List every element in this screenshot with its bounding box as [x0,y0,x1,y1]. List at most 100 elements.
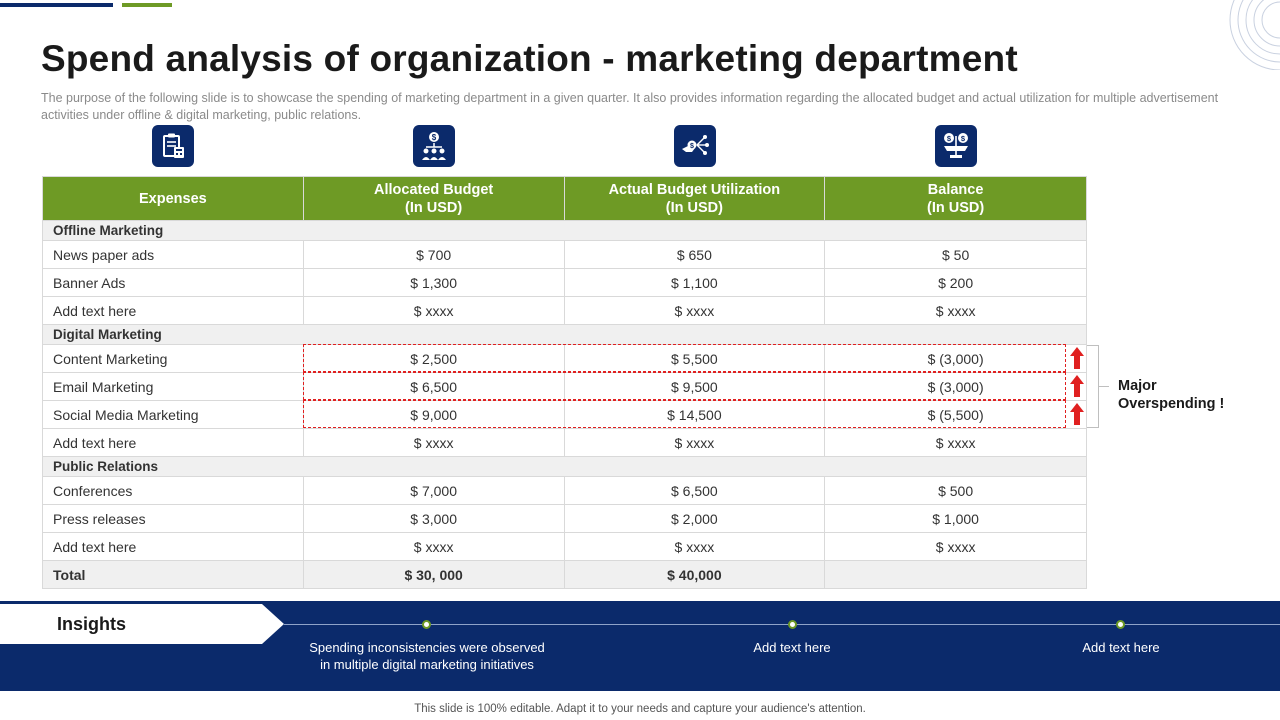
balance-scale-icon: $ $ [935,125,977,167]
balance-cell: $ (5,500) [824,400,1087,429]
hand-money-network-icon: $ [674,125,716,167]
allocated-cell: $ 1,300 [302,268,565,297]
allocated-cell: $ 3,000 [302,504,565,533]
insight-line: Add text here [753,640,831,655]
callout-line: Overspending ! [1118,396,1225,412]
total-label: Total [42,560,304,589]
overspending-callout: Major Overspending ! [1118,377,1224,413]
balance-cell: $ 500 [824,476,1087,505]
insight-item: Spending inconsistencies were observed i… [287,639,567,673]
spend-table: Expenses Allocated Budget (In USD) Actual… [42,176,1087,589]
overspend-highlight-box [303,344,1066,372]
table-row: Add text here $ xxxx $ xxxx $ xxxx [42,532,1087,561]
table-row: Banner Ads $ 1,300 $ 1,100 $ 200 [42,268,1087,297]
total-row: Total $ 30, 000 $ 40,000 [42,560,1087,589]
red-up-arrow-icon [1070,347,1084,369]
section-label: Digital Marketing [42,324,1087,345]
expense-cell: Conferences [42,476,304,505]
expense-cell: Email Marketing [42,372,304,401]
page-subtitle: The purpose of the following slide is to… [41,91,1219,122]
expense-cell: Banner Ads [42,268,304,297]
table-row: Email Marketing $ 6,500 $ 9,500 $ (3,000… [42,372,1087,401]
section-row-digital: Digital Marketing [42,324,1087,345]
actual-cell: $ 650 [563,240,826,269]
insights-timeline [284,624,1280,625]
balance-cell: $ xxxx [824,532,1087,561]
expense-cell: Social Media Marketing [42,400,304,429]
total-actual: $ 40,000 [563,560,826,589]
balance-cell: $ (3,000) [824,344,1087,373]
insight-item: Add text here [981,639,1261,656]
total-balance [824,560,1087,589]
expense-cell: News paper ads [42,240,304,269]
balance-cell: $ 200 [824,268,1087,297]
allocated-cell: $ xxxx [302,532,565,561]
overspend-bracket [1087,345,1099,428]
table-row: News paper ads $ 700 $ 650 $ 50 [42,240,1087,269]
actual-cell: $ 5,500 [563,344,826,373]
timeline-dot [422,620,431,629]
footer-note: This slide is 100% editable. Adapt it to… [414,703,866,715]
expense-cell: Add text here [42,532,304,561]
balance-cell: $ 50 [824,240,1087,269]
actual-cell: $ xxxx [563,296,826,325]
red-up-arrow-icon [1070,375,1084,397]
table-row: Social Media Marketing $ 9,000 $ 14,500 … [42,400,1087,429]
top-accent-bar-blue [0,3,113,7]
allocated-cell: $ xxxx [302,296,565,325]
actual-cell: $ 1,100 [563,268,826,297]
header-actual-utilization: Actual Budget Utilization (In USD) [563,176,826,221]
svg-text:$: $ [961,134,966,143]
insight-line: Spending inconsistencies were observed [309,640,545,655]
money-team-icon: $ [413,125,455,167]
overspend-highlight-box [303,372,1066,400]
insight-item: Add text here [652,639,932,656]
expense-cell: Add text here [42,428,304,457]
insight-line: Add text here [1082,640,1160,655]
header-allocated-budget: Allocated Budget (In USD) [302,176,565,221]
timeline-dot [1116,620,1125,629]
section-row-offline: Offline Marketing [42,220,1087,241]
clipboard-report-icon [152,125,194,167]
actual-cell: $ xxxx [563,532,826,561]
total-allocated: $ 30, 000 [302,560,565,589]
balance-cell: $ 1,000 [824,504,1087,533]
balance-cell: $ xxxx [824,428,1087,457]
svg-text:$: $ [432,133,437,142]
top-accent-bar-green [122,3,172,7]
expense-cell: Add text here [42,296,304,325]
svg-text:$: $ [690,143,694,150]
header-balance: Balance (In USD) [824,176,1087,221]
actual-cell: $ 6,500 [563,476,826,505]
balance-cell: $ xxxx [824,296,1087,325]
section-row-public-relations: Public Relations [42,456,1087,477]
allocated-cell: $ 6,500 [302,372,565,401]
actual-cell: $ 14,500 [563,400,826,429]
table-row: Press releases $ 3,000 $ 2,000 $ 1,000 [42,504,1087,533]
allocated-cell: $ xxxx [302,428,565,457]
table-row: Content Marketing $ 2,500 $ 5,500 $ (3,0… [42,344,1087,373]
timeline-dot [788,620,797,629]
insights-tab [0,604,284,644]
table-header-row: Expenses Allocated Budget (In USD) Actual… [42,176,1087,221]
section-label: Public Relations [42,456,1087,477]
allocated-cell: $ 7,000 [302,476,565,505]
expense-cell: Content Marketing [42,344,304,373]
decorative-circles-icon [1229,0,1280,70]
table-row: Conferences $ 7,000 $ 6,500 $ 500 [42,476,1087,505]
allocated-cell: $ 700 [302,240,565,269]
table-row: Add text here $ xxxx $ xxxx $ xxxx [42,428,1087,457]
callout-line: Major [1118,378,1157,394]
allocated-cell: $ 2,500 [302,344,565,373]
page-title: Spend analysis of organization - marketi… [41,38,1018,79]
insight-line: in multiple digital marketing initiative… [320,657,534,672]
section-label: Offline Marketing [42,220,1087,241]
expense-cell: Press releases [42,504,304,533]
table-row: Add text here $ xxxx $ xxxx $ xxxx [42,296,1087,325]
svg-text:$: $ [947,134,952,143]
overspend-highlight-box [303,400,1066,428]
actual-cell: $ xxxx [563,428,826,457]
actual-cell: $ 2,000 [563,504,826,533]
overspend-bracket-tick [1099,386,1109,387]
insights-label: Insights [57,614,127,634]
